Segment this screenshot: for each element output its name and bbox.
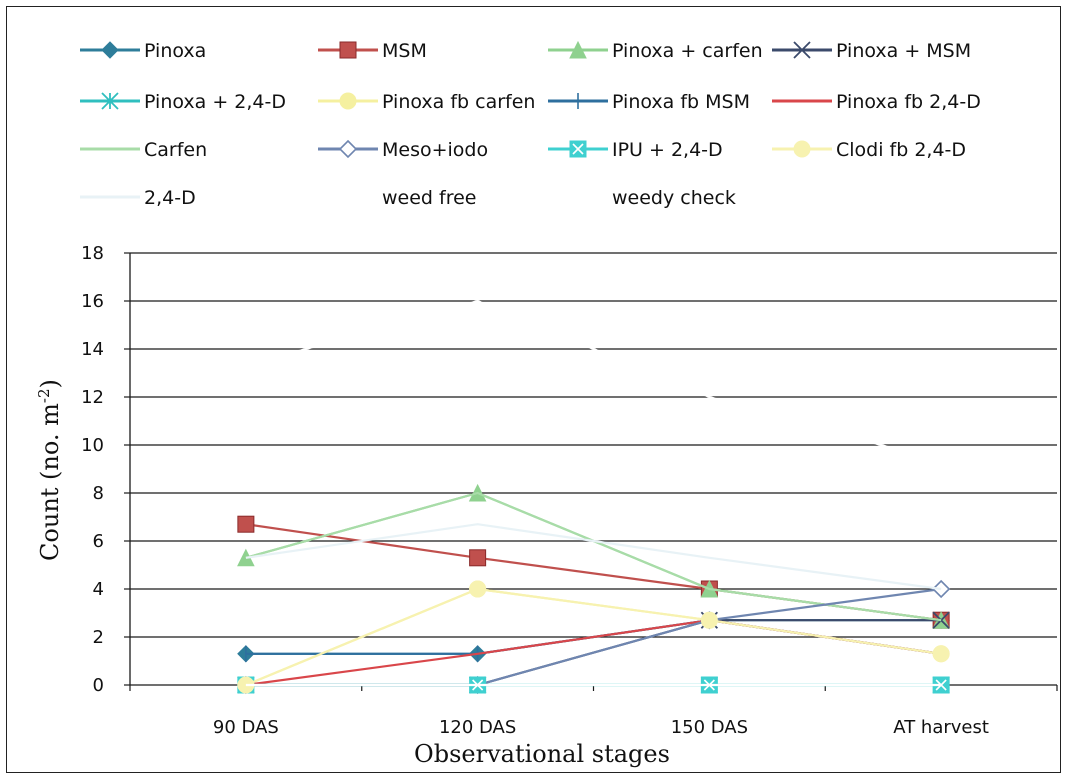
y-tick-label: 2 (93, 627, 104, 648)
data-point (469, 580, 487, 598)
legend-marker (339, 92, 357, 110)
legend-item: Pinoxa fb 2,4-D (772, 91, 981, 113)
y-tick-label: 14 (81, 339, 104, 360)
y-tick-label: 10 (81, 435, 104, 456)
series-line (245, 299, 942, 463)
y-axis-title-main: Count (no. m (36, 403, 64, 561)
y-axis-title: Count (no. m-2) (35, 379, 64, 561)
legend-label: Pinoxa (144, 40, 206, 62)
legend-label: Pinoxa + MSM (836, 40, 971, 62)
x-tick-labels: 90 DAS 120 DAS 150 DAS AT harvest (213, 717, 989, 738)
series-line (245, 491, 942, 622)
legend-label: Carfen (144, 139, 207, 161)
legend-item: Pinoxa fb carfen (318, 91, 535, 113)
legend-marker (339, 41, 357, 59)
y-tick-label: 6 (93, 531, 104, 552)
legend-item: Clodi fb 2,4-D (772, 139, 966, 161)
series-carfen (245, 491, 942, 622)
x-axis-title: Observational stages (414, 740, 670, 768)
y-tick-label: 8 (93, 483, 104, 504)
legend-marker (338, 139, 358, 159)
legend-label: Pinoxa + 2,4-D (144, 91, 286, 113)
y-tick-label: 16 (81, 291, 104, 312)
series-lines (236, 299, 951, 695)
series-line (245, 587, 942, 687)
data-point (237, 515, 255, 533)
x-tick-label: AT harvest (893, 717, 989, 738)
legend-marker (101, 92, 119, 110)
legend-label: MSM (382, 40, 427, 62)
legend-item: Pinoxa fb MSM (548, 91, 750, 113)
x-tick-label: 90 DAS (213, 717, 279, 738)
legend-marker (793, 41, 811, 59)
legend-item: Pinoxa + 2,4-D (80, 91, 286, 113)
legend-label: Pinoxa fb carfen (382, 91, 535, 113)
data-point (700, 611, 718, 629)
legend-item: Pinoxa + carfen (548, 40, 763, 62)
legend-label: IPU + 2,4-D (612, 139, 723, 161)
data-point (932, 645, 950, 663)
legend-item: 2,4-D (80, 187, 196, 209)
legend-item: weed free (318, 187, 476, 209)
legend-label: Pinoxa fb MSM (612, 91, 750, 113)
legend-item: MSM (318, 40, 427, 62)
legend-item: IPU + 2,4-D (548, 139, 723, 161)
legend-marker (569, 140, 587, 158)
legend-item: Pinoxa + MSM (772, 40, 971, 62)
data-point (469, 549, 487, 567)
legend-label: Pinoxa + carfen (612, 40, 763, 62)
y-tick-label: 0 (93, 675, 104, 696)
legend-label: weedy check (612, 187, 736, 209)
series-line (245, 491, 942, 622)
legend-label: Pinoxa fb 2,4-D (836, 91, 981, 113)
x-tick-label: 150 DAS (671, 717, 748, 738)
legend-item: weedy check (548, 187, 736, 209)
x-tick-label: 120 DAS (439, 717, 516, 738)
legend-label: Clodi fb 2,4-D (836, 139, 966, 161)
legend-label: weed free (382, 187, 476, 209)
series-weedy-check (245, 299, 942, 463)
y-axis-title-close: ) (36, 379, 64, 388)
series-msm (237, 515, 950, 629)
legend-label: 2,4-D (144, 187, 196, 209)
series-line (245, 523, 942, 591)
legend-marker (793, 140, 811, 158)
legend-label: Meso+iodo (382, 139, 488, 161)
y-tick-label: 12 (81, 387, 104, 408)
y-tick-labels: 0 2 4 6 8 10 12 14 16 18 (81, 243, 104, 696)
legend-marker (569, 40, 587, 59)
gridlines (130, 252, 1057, 638)
series-2-4-d (245, 523, 942, 591)
y-axis-title-superscript: -2 (35, 388, 53, 403)
legend-item: Meso+iodo (318, 139, 488, 161)
legend-item: Carfen (80, 139, 207, 161)
series-clodi-fb-2-4-d (237, 580, 950, 694)
legend: Pinoxa MSM Pinoxa + carfen Pinoxa + MSM Pino… (80, 40, 981, 209)
legend-item: Pinoxa (80, 40, 206, 62)
legend-marker (101, 41, 119, 59)
axes (124, 252, 1058, 691)
y-tick-label: 18 (81, 243, 104, 264)
y-tick-label: 4 (93, 579, 104, 600)
